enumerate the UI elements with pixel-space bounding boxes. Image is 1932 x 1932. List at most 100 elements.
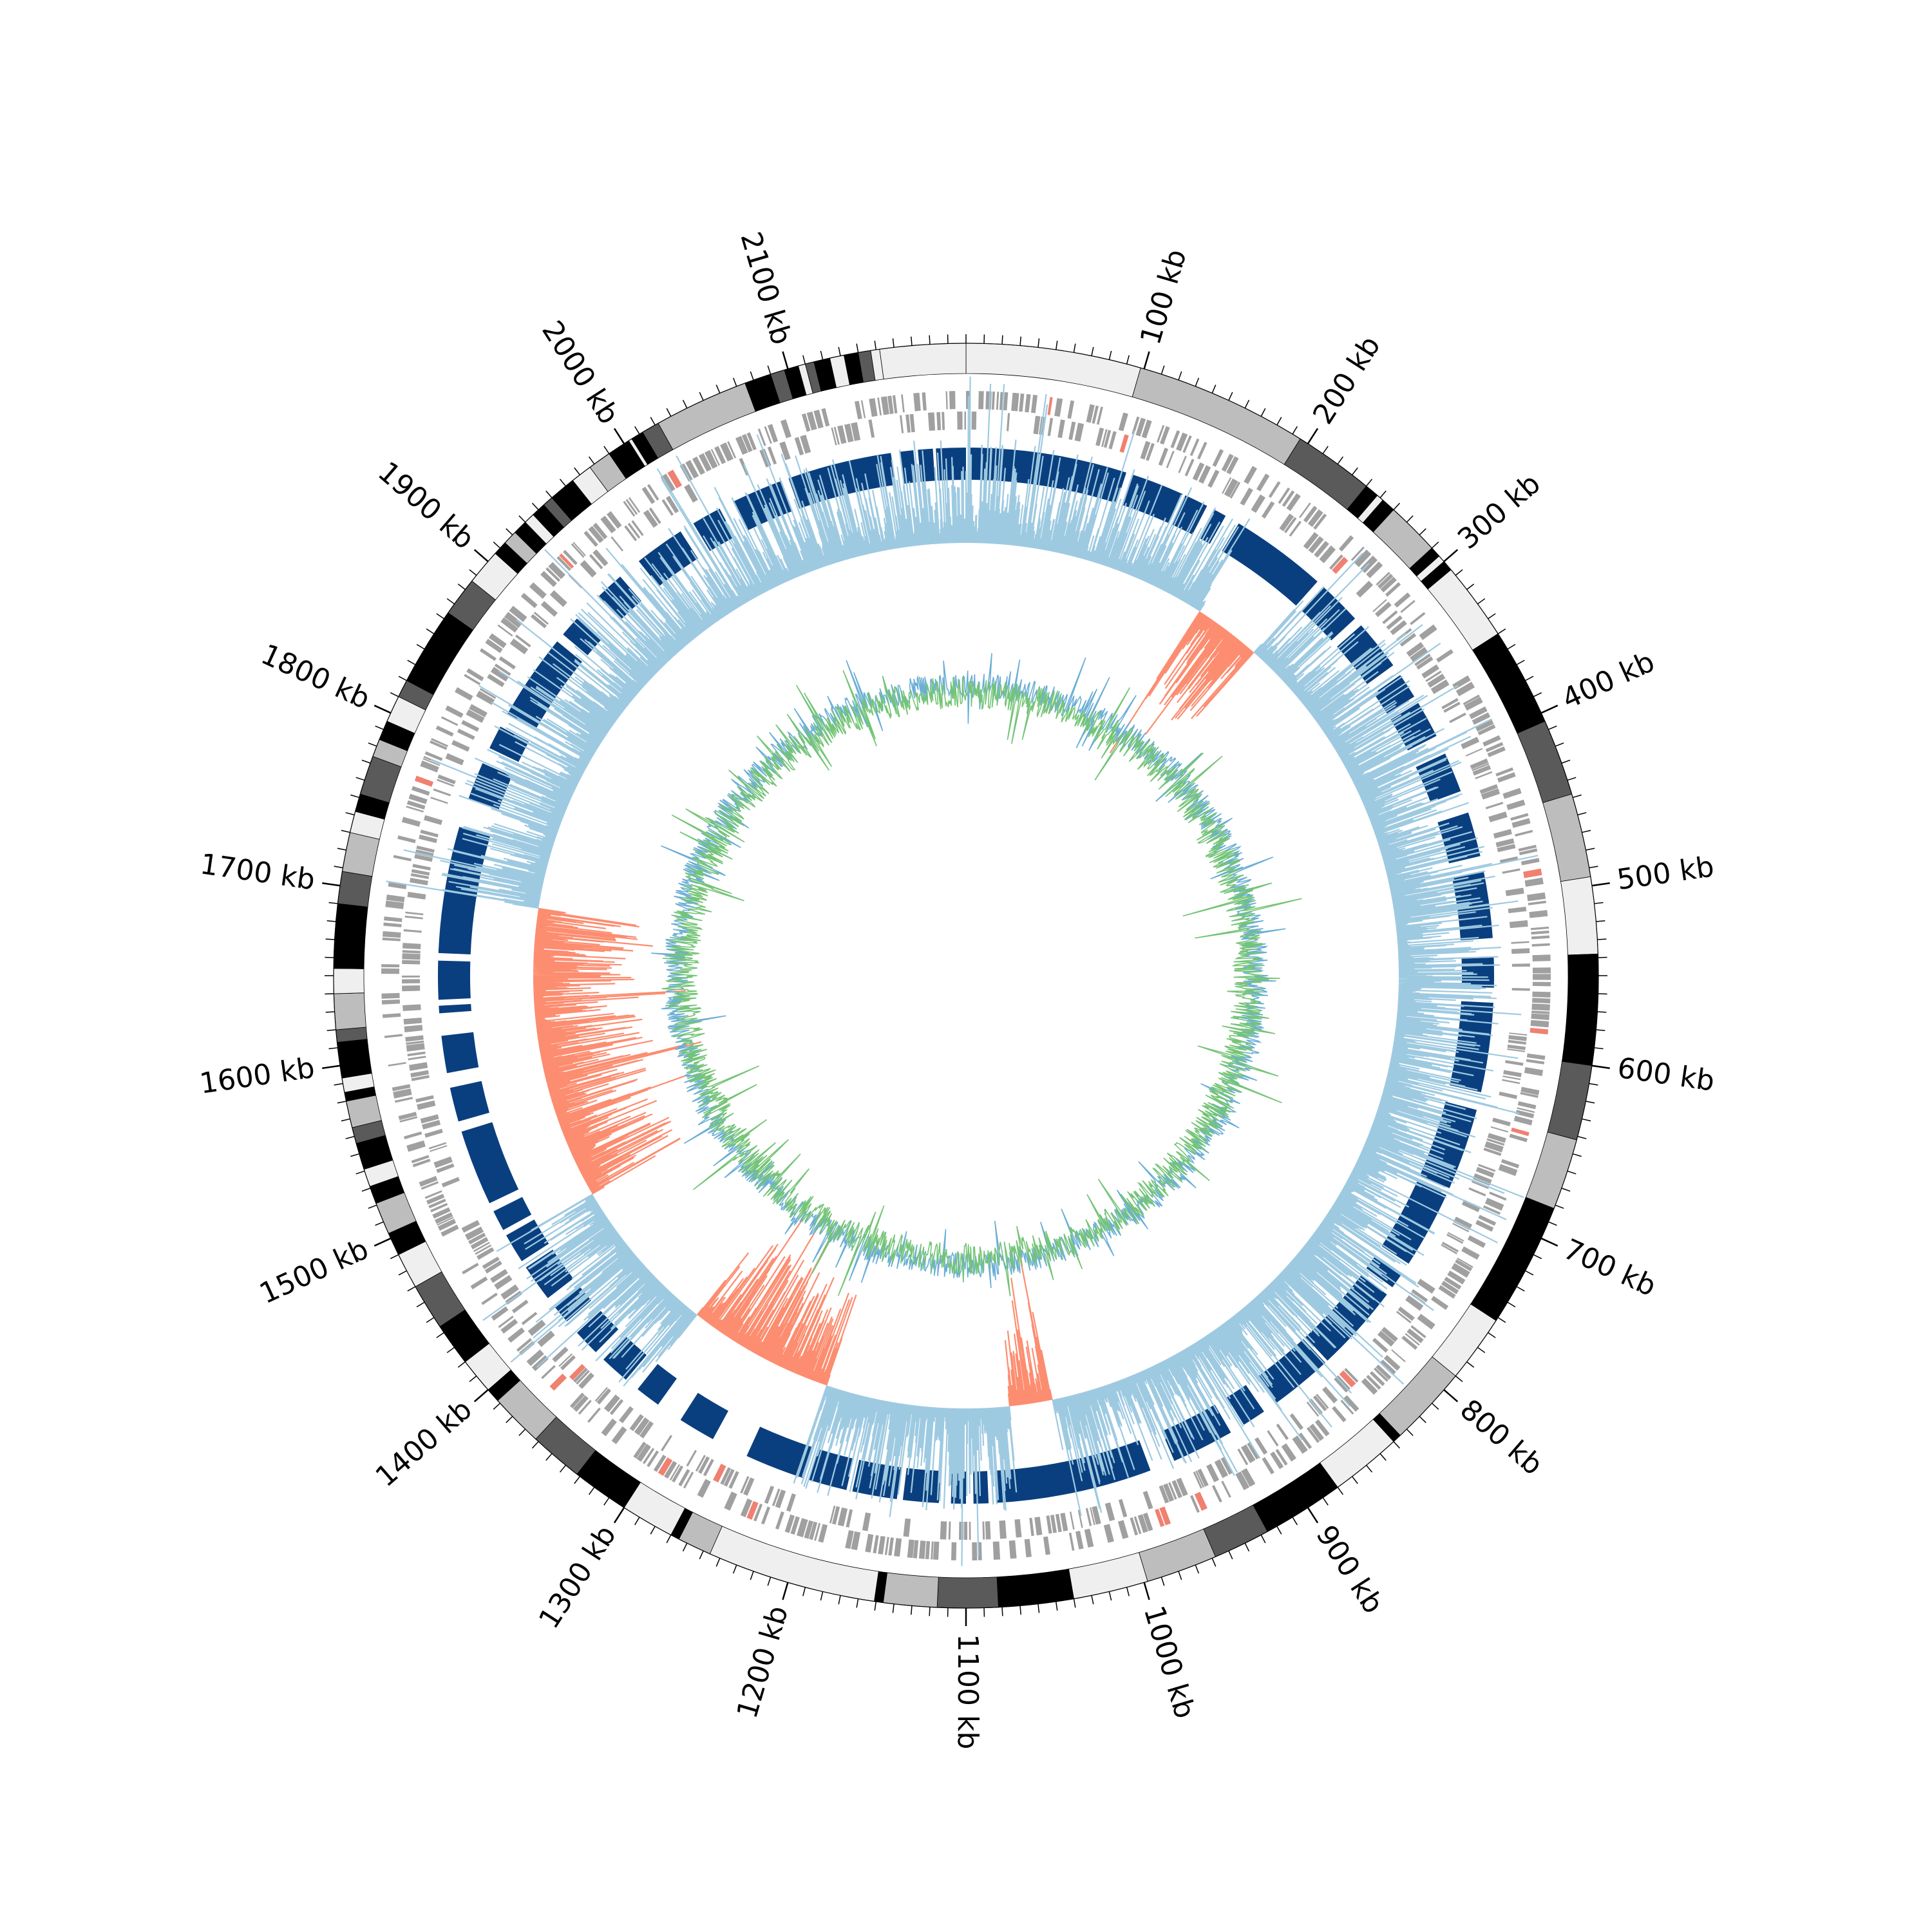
minor-tick — [1126, 355, 1130, 365]
gene-feature — [1530, 926, 1549, 931]
region-block — [450, 1081, 489, 1122]
minor-tick — [767, 365, 772, 375]
tick-label-1200kb: 1200 kb — [731, 1602, 795, 1722]
gene-feature — [424, 751, 443, 761]
gene-feature — [487, 674, 505, 687]
gene-feature — [740, 1498, 753, 1517]
minor-tick — [375, 1221, 384, 1226]
region-block — [808, 1448, 854, 1490]
gene-feature — [951, 1542, 957, 1560]
gene-feature — [476, 690, 495, 705]
gene-feature — [1256, 473, 1270, 491]
gene-feature — [1195, 1470, 1205, 1488]
gene-feature — [1451, 1263, 1470, 1278]
gene-feature — [775, 1490, 786, 1508]
minor-tick — [1525, 676, 1534, 681]
gene-feature — [1198, 465, 1211, 484]
minor-tick — [426, 1317, 435, 1323]
minor-tick — [457, 583, 466, 590]
gene-feature — [411, 1075, 430, 1081]
minor-tick — [361, 759, 371, 764]
gene-feature — [1104, 1502, 1115, 1522]
gene-feature — [1487, 746, 1506, 757]
gene-feature — [417, 1100, 436, 1110]
gene-feature — [1453, 1217, 1473, 1231]
content-series-blue — [651, 653, 1286, 1289]
gene-feature — [913, 1540, 919, 1558]
gene-feature — [1411, 1289, 1428, 1303]
minor-tick — [1001, 1607, 1003, 1616]
minor-tick — [506, 528, 513, 536]
gene-feature — [1194, 1492, 1208, 1511]
gene-feature — [589, 554, 603, 569]
gene-feature — [1391, 1349, 1406, 1363]
gene-feature — [559, 553, 574, 569]
gene-feature — [1156, 424, 1165, 443]
minor-tick — [1419, 1416, 1426, 1423]
gene-feature — [1130, 1517, 1139, 1536]
minor-tick — [1594, 1047, 1604, 1050]
gene-feature — [402, 985, 421, 992]
gene-feature — [420, 829, 439, 838]
gene-feature — [1511, 941, 1530, 944]
gene-feature — [880, 396, 889, 415]
gene-feature — [434, 1212, 453, 1224]
content-track — [651, 653, 1302, 1297]
gene-feature — [1438, 1285, 1456, 1299]
gene-feature — [1447, 1231, 1464, 1242]
contig-segment — [1547, 1061, 1593, 1141]
gene-feature — [727, 441, 737, 459]
minor-tick — [1393, 1441, 1401, 1449]
gene-feature — [964, 411, 966, 430]
gene-feature — [623, 500, 636, 517]
gene-feature — [381, 964, 400, 968]
gene-feature — [511, 1300, 529, 1314]
gene-feature — [1499, 1092, 1518, 1099]
gene-feature — [684, 484, 698, 503]
gene-feature — [1344, 1368, 1359, 1383]
gene-feature — [1361, 1378, 1378, 1395]
minor-tick — [1582, 1118, 1591, 1122]
gene-feature — [1503, 1070, 1522, 1077]
region-block — [441, 1032, 479, 1074]
minor-tick — [1037, 338, 1040, 348]
gene-feature — [384, 916, 402, 922]
gene-feature — [625, 498, 638, 515]
major-tick — [374, 705, 392, 714]
gene-feature — [1142, 1491, 1153, 1510]
minor-tick — [1322, 1497, 1329, 1506]
gene-feature — [703, 1459, 714, 1477]
gene-feature — [832, 1506, 840, 1525]
gene-feature — [704, 450, 718, 469]
gene-feature — [723, 1468, 735, 1487]
gene-feature — [402, 1004, 421, 1012]
tick-label-1300kb: 1300 kb — [533, 1520, 623, 1634]
gene-feature — [1465, 748, 1483, 757]
gene-feature — [1524, 877, 1544, 887]
gene-feature — [669, 1464, 680, 1481]
gene-feature — [1410, 612, 1426, 625]
gene-feature — [1019, 393, 1025, 412]
gene-feature — [647, 1450, 659, 1468]
gene-feature — [422, 1119, 441, 1130]
gene-feature — [1509, 1133, 1528, 1142]
gene-feature — [1309, 1423, 1324, 1441]
gene-feature — [509, 638, 529, 654]
gene-feature — [488, 633, 507, 649]
contig-segment — [1562, 953, 1599, 1066]
minor-tick — [446, 1347, 455, 1354]
gene-feature — [466, 668, 484, 681]
gene-feature — [1163, 1483, 1175, 1502]
gene-feature — [1447, 1270, 1466, 1285]
gene-feature — [473, 1242, 490, 1253]
gene-feature — [1135, 417, 1146, 437]
gene-feature — [529, 582, 547, 599]
gene-feature — [963, 1521, 968, 1540]
major-tick — [1443, 549, 1459, 562]
gene-feature — [1515, 1110, 1535, 1119]
gene-feature — [1475, 1167, 1495, 1178]
gene-feature — [1226, 456, 1239, 475]
gene-feature — [1212, 449, 1224, 468]
gene-feature — [1531, 1010, 1550, 1014]
gene-feature — [1118, 412, 1128, 431]
